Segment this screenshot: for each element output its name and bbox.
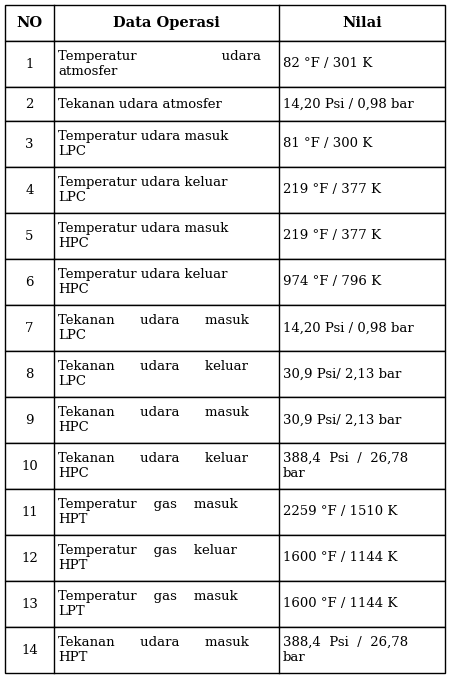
Text: 8: 8 [25, 367, 34, 380]
Text: Nilai: Nilai [342, 16, 382, 30]
Text: 2259 °F / 1510 K: 2259 °F / 1510 K [283, 506, 397, 519]
Text: Tekanan      udara      masuk
HPT: Tekanan udara masuk HPT [58, 636, 249, 664]
Text: 5: 5 [25, 229, 34, 243]
Text: 10: 10 [21, 460, 38, 473]
Text: 13: 13 [21, 597, 38, 610]
Bar [5, 535, 445, 581]
Text: Tekanan      udara      keluar
HPC: Tekanan udara keluar HPC [58, 452, 248, 480]
Text: 4: 4 [25, 184, 34, 197]
Text: 14: 14 [21, 643, 38, 656]
Text: 219 °F / 377 K: 219 °F / 377 K [283, 184, 381, 197]
Bar [5, 397, 445, 443]
Text: 1600 °F / 1144 K: 1600 °F / 1144 K [283, 551, 397, 565]
Bar [5, 351, 445, 397]
Text: 11: 11 [21, 506, 38, 519]
Bar [5, 41, 445, 87]
Text: Data Operasi: Data Operasi [113, 16, 220, 30]
Text: Tekanan udara atmosfer: Tekanan udara atmosfer [58, 98, 222, 111]
Text: Temperatur udara keluar
HPC: Temperatur udara keluar HPC [58, 268, 227, 296]
Text: 7: 7 [25, 321, 34, 334]
Text: 1600 °F / 1144 K: 1600 °F / 1144 K [283, 597, 397, 610]
Text: 81 °F / 300 K: 81 °F / 300 K [283, 138, 372, 151]
Text: Temperatur udara masuk
HPC: Temperatur udara masuk HPC [58, 222, 228, 250]
Text: 9: 9 [25, 414, 34, 426]
Bar [5, 627, 445, 673]
Bar [5, 121, 445, 167]
Text: Temperatur udara masuk
LPC: Temperatur udara masuk LPC [58, 129, 228, 158]
Text: Tekanan      udara      masuk
HPC: Tekanan udara masuk HPC [58, 405, 249, 434]
Bar [5, 489, 445, 535]
Bar [5, 305, 445, 351]
Text: 14,20 Psi / 0,98 bar: 14,20 Psi / 0,98 bar [283, 321, 414, 334]
Text: Temperatur                    udara
atmosfer: Temperatur udara atmosfer [58, 49, 261, 78]
Bar [5, 87, 445, 121]
Text: 30,9 Psi/ 2,13 bar: 30,9 Psi/ 2,13 bar [283, 414, 401, 426]
Text: Tekanan      udara      masuk
LPC: Tekanan udara masuk LPC [58, 314, 249, 342]
Bar [5, 167, 445, 213]
Text: Temperatur udara keluar
LPC: Temperatur udara keluar LPC [58, 176, 227, 204]
Text: Temperatur    gas    masuk
LPT: Temperatur gas masuk LPT [58, 590, 238, 618]
Text: 30,9 Psi/ 2,13 bar: 30,9 Psi/ 2,13 bar [283, 367, 401, 380]
Text: 2: 2 [25, 98, 34, 111]
Text: 219 °F / 377 K: 219 °F / 377 K [283, 229, 381, 243]
Bar [5, 213, 445, 259]
Text: Temperatur    gas    masuk
HPT: Temperatur gas masuk HPT [58, 498, 238, 526]
Text: 3: 3 [25, 138, 34, 151]
Text: 6: 6 [25, 275, 34, 289]
Bar [5, 443, 445, 489]
Bar [5, 259, 445, 305]
Text: NO: NO [16, 16, 42, 30]
Text: 974 °F / 796 K: 974 °F / 796 K [283, 275, 381, 289]
Bar [5, 5, 445, 41]
Text: Temperatur    gas    keluar
HPT: Temperatur gas keluar HPT [58, 544, 237, 572]
Bar [5, 581, 445, 627]
Text: 82 °F / 301 K: 82 °F / 301 K [283, 58, 372, 71]
Text: 14,20 Psi / 0,98 bar: 14,20 Psi / 0,98 bar [283, 98, 414, 111]
Text: 12: 12 [21, 551, 38, 565]
Text: 388,4  Psi  /  26,78
bar: 388,4 Psi / 26,78 bar [283, 452, 408, 480]
Text: Tekanan      udara      keluar
LPC: Tekanan udara keluar LPC [58, 360, 248, 388]
Text: 388,4  Psi  /  26,78
bar: 388,4 Psi / 26,78 bar [283, 636, 408, 664]
Text: 1: 1 [25, 58, 34, 71]
